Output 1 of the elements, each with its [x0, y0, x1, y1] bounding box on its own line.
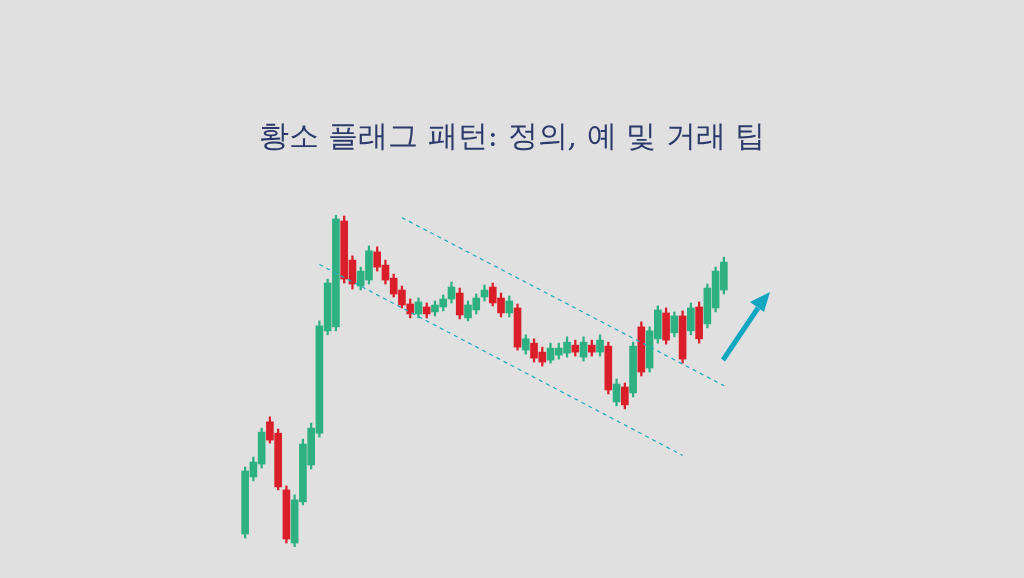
chart-title: 황소 플래그 패턴: 정의, 예 및 거래 팁 — [257, 117, 767, 155]
